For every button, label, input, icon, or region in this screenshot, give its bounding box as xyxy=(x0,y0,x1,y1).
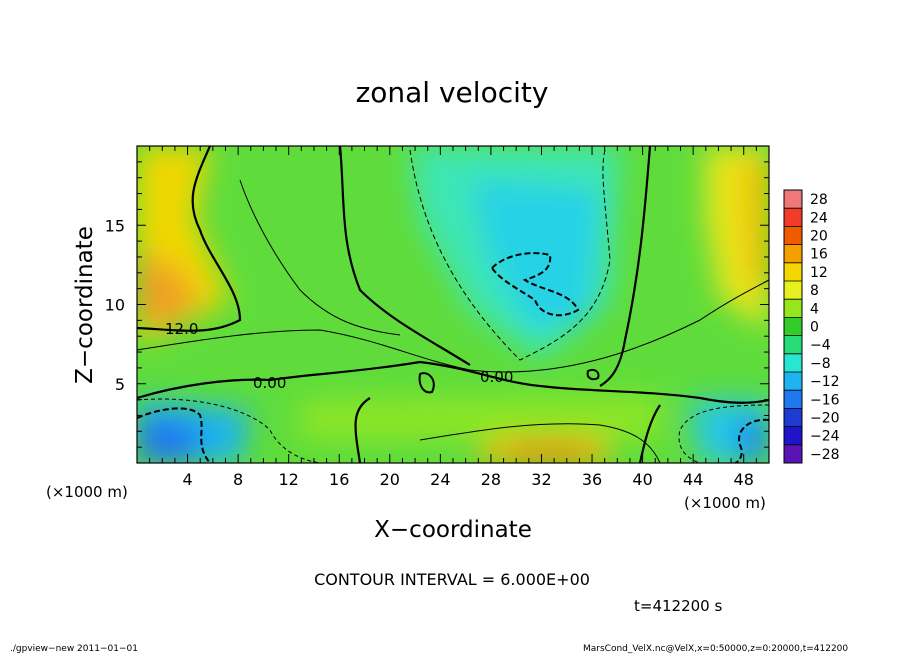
x-tick-label: 20 xyxy=(380,470,400,489)
time-label: t=412200 s xyxy=(634,597,722,615)
x-axis-tick-labels: 4 8 12 16 20 24 28 32 36 40 44 48 xyxy=(182,470,753,489)
contour-dash-core xyxy=(490,252,580,317)
contour-thin-3 xyxy=(419,423,661,463)
y-axis-unit: (×1000 m) xyxy=(46,483,128,501)
colorbar-swatch xyxy=(784,335,802,355)
colorbar-swatch xyxy=(784,408,802,428)
colorbar-label: −28 xyxy=(810,447,840,463)
colorbar-label: 20 xyxy=(810,229,828,245)
colorbar-label: −12 xyxy=(810,374,840,390)
colorbar-label: 16 xyxy=(810,247,828,263)
colorbar-label: −8 xyxy=(810,356,831,372)
contour-dash-central xyxy=(409,149,611,361)
colorbar-swatch xyxy=(784,317,802,337)
colorbar-label: −20 xyxy=(810,411,840,427)
x-tick-label: 32 xyxy=(531,470,551,489)
y-tick-label: 5 xyxy=(115,375,125,394)
x-tick-label: 48 xyxy=(734,470,754,489)
colorbar-label: 12 xyxy=(810,265,828,281)
colorbar-swatch xyxy=(784,262,802,282)
footer-left: ./gpview−new 2011−01−01 xyxy=(10,644,138,654)
y-axis-tick-labels: 5 10 15 xyxy=(105,216,125,394)
y-axis-label: Z−coordinate xyxy=(72,226,98,384)
colorbar-swatch xyxy=(784,353,802,373)
contour-small-1 xyxy=(586,368,600,381)
colorbar-swatch xyxy=(784,390,802,409)
contour-twelve xyxy=(137,146,242,332)
colorbar xyxy=(783,189,803,464)
colorbar-label: −16 xyxy=(810,392,840,408)
contour-lower-center xyxy=(354,397,661,463)
x-tick-label: 8 xyxy=(233,470,243,489)
colorbar-label: 4 xyxy=(810,301,819,317)
colorbar-swatch xyxy=(784,444,802,464)
chart-title: zonal velocity xyxy=(356,76,549,109)
x-axis-label: X−coordinate xyxy=(374,517,532,543)
x-tick-label: 44 xyxy=(683,470,703,489)
y-axis-ticks xyxy=(137,145,769,464)
colorbar-swatch xyxy=(784,190,802,209)
colorbar-swatch xyxy=(784,426,802,446)
contour-label-zero-left: 0.00 xyxy=(253,374,286,392)
y-tick-label: 10 xyxy=(105,296,125,315)
contour-lines xyxy=(137,146,769,463)
contour-small-2 xyxy=(418,372,435,394)
contour-label-zero-right: 0.00 xyxy=(480,368,513,386)
contour-dash-lowleft-thin xyxy=(137,398,321,463)
colorbar-label: 28 xyxy=(810,192,828,208)
colorbar-swatch xyxy=(784,244,802,264)
contour-dash-lowright xyxy=(734,418,769,463)
colorbar-label: 8 xyxy=(810,283,819,299)
contour-zero-ridge xyxy=(338,146,471,366)
x-tick-label: 4 xyxy=(182,470,192,489)
colorbar-labels: 28 24 20 16 12 8 4 0 −4 −8 −12 −16 −20 −24 −28 xyxy=(810,192,840,463)
footer-right: MarsCond_VelX.nc@VelX,x=0:50000,z=0:2000… xyxy=(583,644,848,654)
x-tick-label: 16 xyxy=(329,470,349,489)
contour-interval-text: CONTOUR INTERVAL = 6.000E+00 xyxy=(314,570,590,589)
colorbar-label: −24 xyxy=(810,429,840,445)
x-axis-unit: (×1000 m) xyxy=(684,494,766,512)
contour-dash-lowleft xyxy=(137,407,211,463)
colorbar-swatch xyxy=(784,226,802,246)
x-tick-label: 36 xyxy=(582,470,602,489)
contour-zero-left xyxy=(137,360,769,404)
colorbar-label: 0 xyxy=(810,320,819,336)
contour-thin-1 xyxy=(137,279,769,373)
colorbar-label: −4 xyxy=(810,338,831,354)
contour-label-12: 12.0 xyxy=(165,320,198,338)
x-tick-label: 12 xyxy=(279,470,299,489)
colorbar-swatch xyxy=(784,281,802,300)
x-tick-label: 24 xyxy=(430,470,450,489)
contour-thin-2 xyxy=(239,179,401,336)
colorbar-swatch xyxy=(784,372,802,391)
x-tick-label: 28 xyxy=(481,470,501,489)
contour-right-ridge xyxy=(599,146,652,387)
x-axis-ticks xyxy=(136,146,770,463)
contour-dash-lowright-thin xyxy=(678,404,769,463)
colorbar-label: 24 xyxy=(810,210,828,226)
colorbar-swatch xyxy=(784,208,802,227)
y-tick-label: 15 xyxy=(105,216,125,235)
plot-area: 12.0 0.00 0.00 xyxy=(137,146,769,463)
x-tick-label: 40 xyxy=(632,470,652,489)
colorbar-swatch xyxy=(784,299,802,318)
